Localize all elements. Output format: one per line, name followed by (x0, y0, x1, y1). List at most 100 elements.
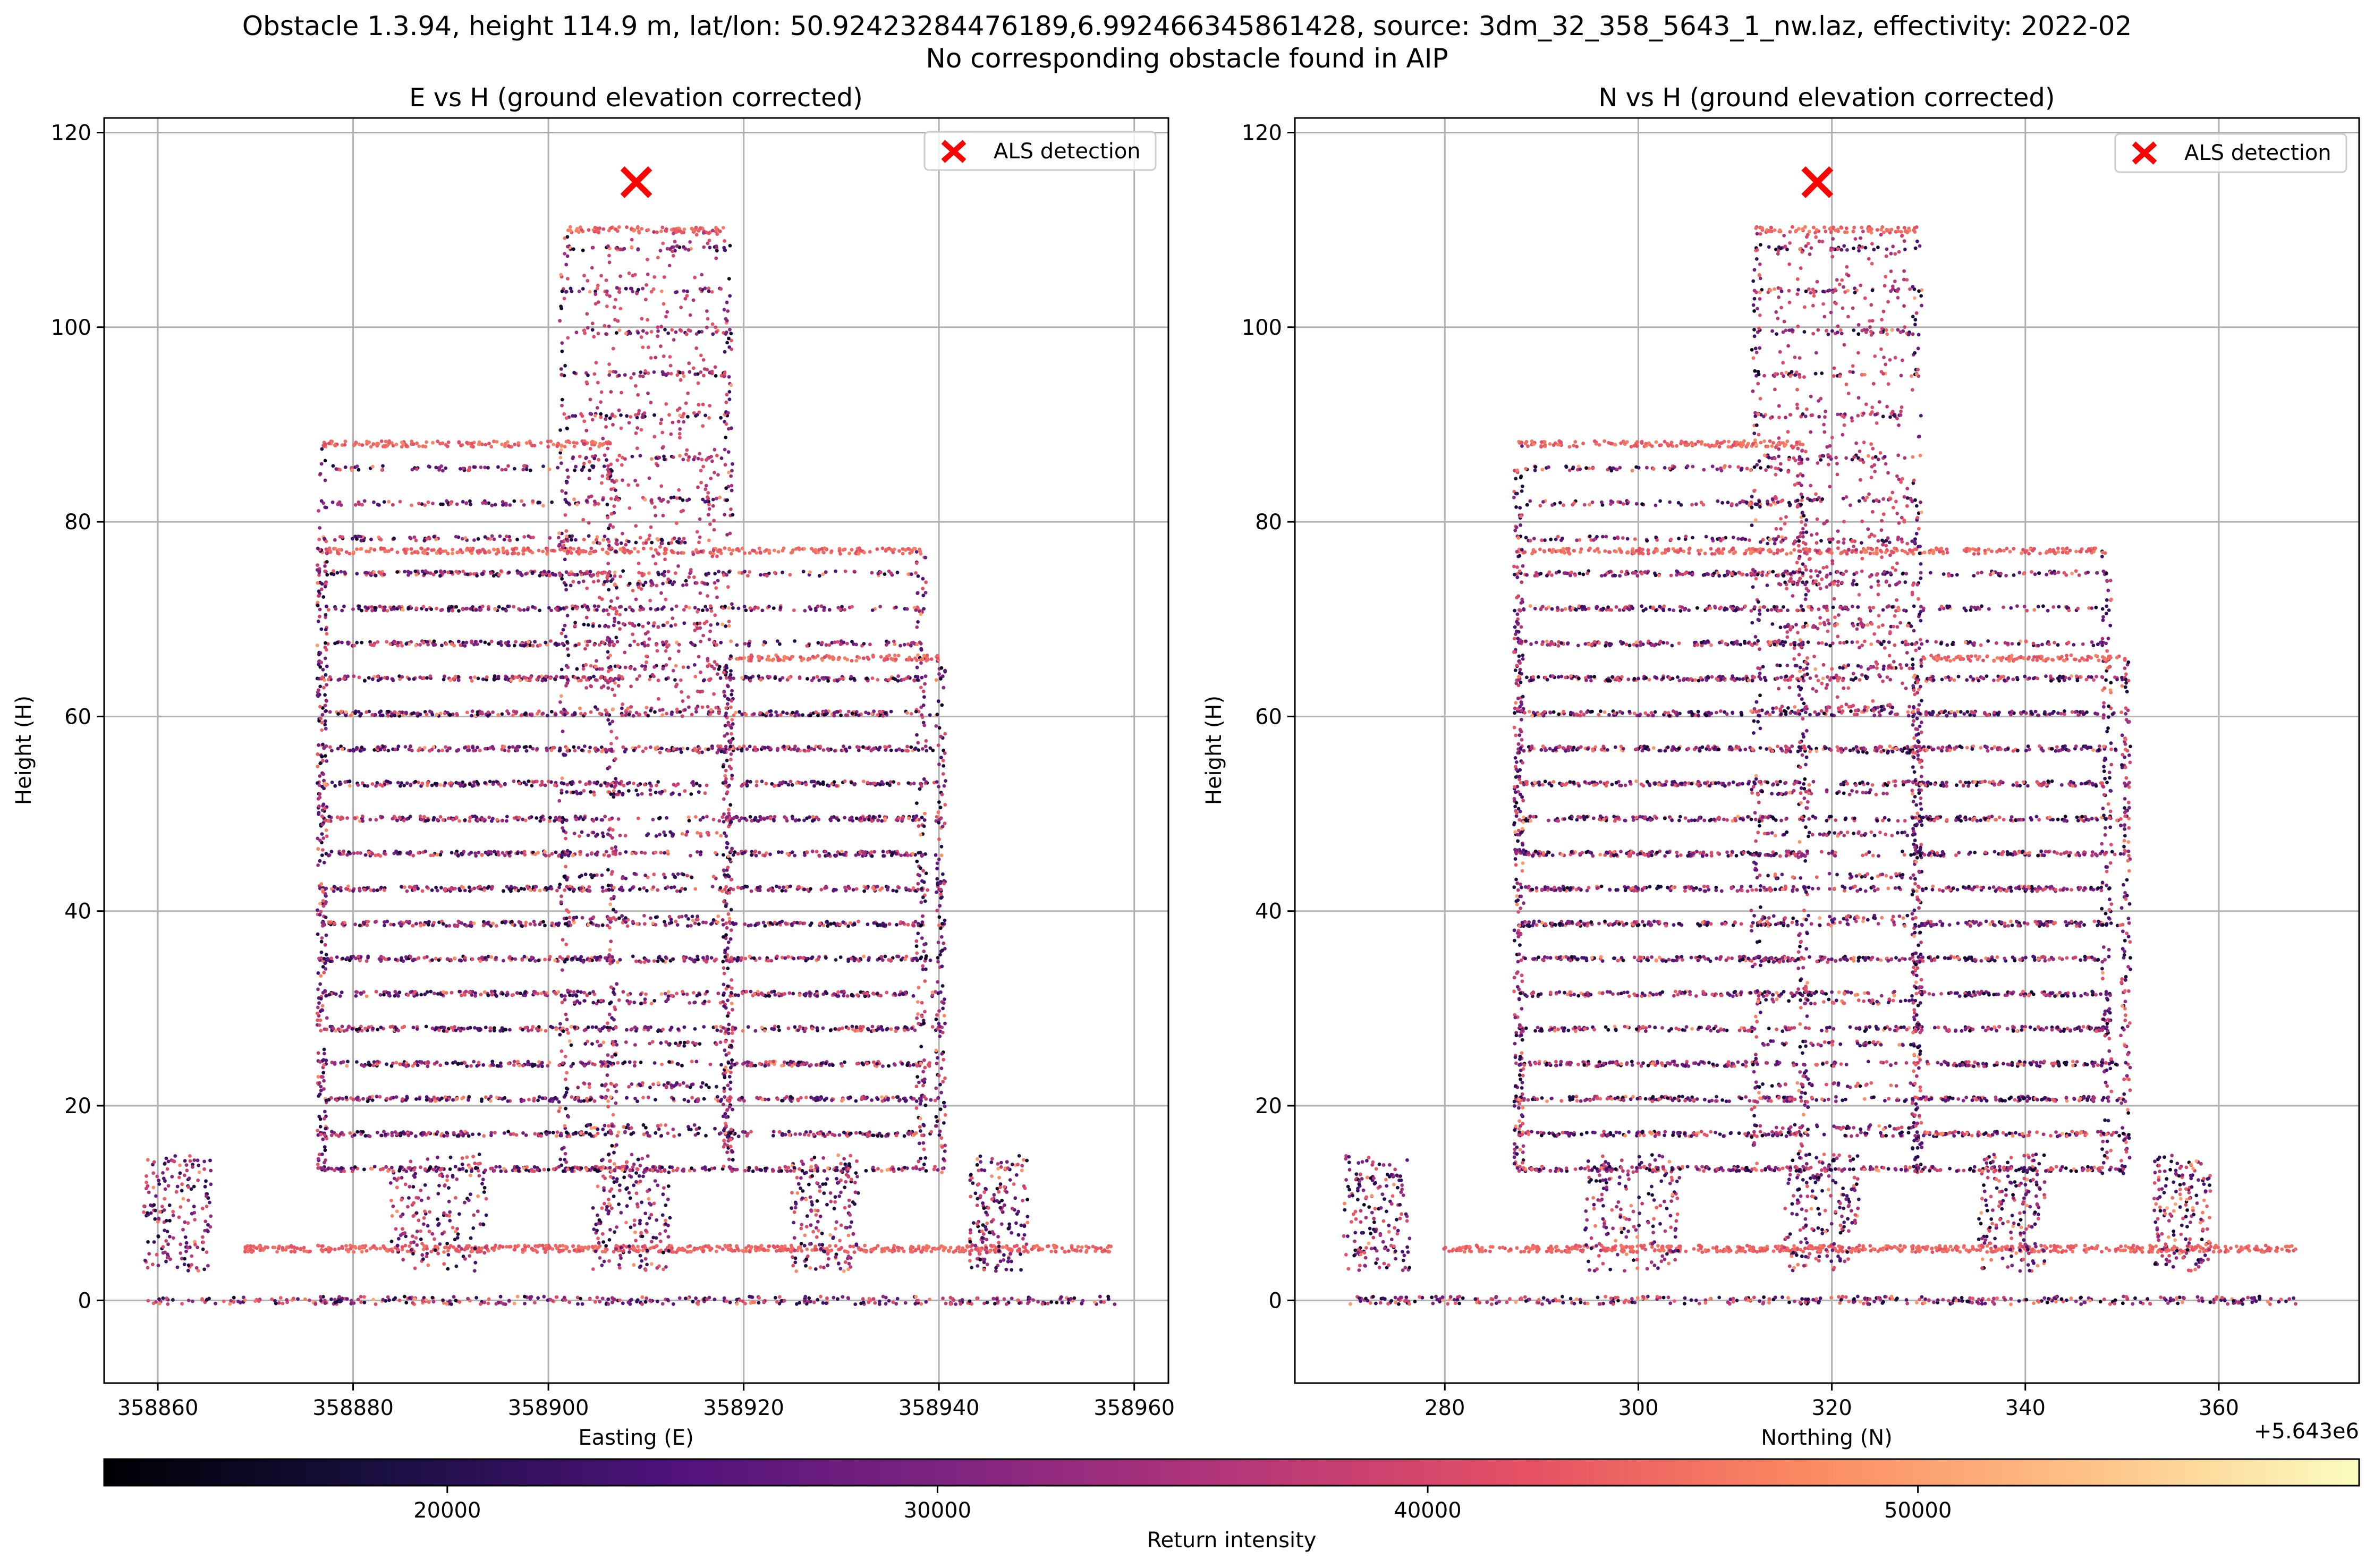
point (805, 1247, 809, 1251)
point (554, 850, 558, 854)
point (153, 1217, 157, 1221)
point (344, 550, 349, 554)
point (634, 1171, 638, 1175)
point (183, 1235, 188, 1239)
point (820, 641, 824, 645)
point (533, 1301, 537, 1305)
point (936, 1247, 940, 1251)
point (382, 1245, 386, 1249)
point (826, 1252, 830, 1256)
point (546, 1064, 550, 1068)
point (648, 1246, 652, 1250)
point (536, 1296, 540, 1300)
point (496, 547, 500, 552)
point (917, 851, 921, 855)
point (795, 1191, 800, 1195)
point (689, 641, 693, 645)
point (748, 1250, 752, 1254)
point (900, 749, 904, 753)
point (792, 1236, 796, 1240)
point (992, 1193, 996, 1197)
point (598, 711, 602, 716)
point (664, 1218, 667, 1223)
point (808, 1266, 812, 1270)
point (666, 885, 669, 889)
point (400, 1245, 404, 1249)
point (540, 679, 545, 683)
point (605, 1205, 609, 1209)
point (385, 1249, 389, 1252)
point (600, 923, 605, 927)
point (481, 547, 485, 552)
point (347, 552, 352, 556)
point (835, 1166, 839, 1169)
point (689, 1250, 693, 1254)
point (633, 1025, 637, 1029)
point (838, 642, 843, 646)
point (863, 1243, 867, 1248)
point (920, 675, 924, 680)
point (666, 570, 671, 574)
point (715, 643, 719, 647)
point (201, 1235, 205, 1239)
point (923, 1156, 928, 1160)
point (516, 571, 520, 575)
point (543, 783, 547, 787)
point (741, 1029, 745, 1033)
point (917, 1247, 921, 1251)
point (583, 1245, 587, 1249)
point (717, 570, 720, 574)
point (372, 548, 377, 552)
point (773, 571, 777, 575)
point (424, 1298, 428, 1302)
point (579, 850, 582, 854)
point (814, 1063, 818, 1067)
point (355, 641, 359, 645)
point (1004, 1267, 1008, 1272)
point (915, 859, 919, 863)
point (146, 1211, 149, 1215)
point (800, 1223, 804, 1227)
point (257, 1245, 261, 1249)
point (316, 1005, 320, 1010)
point (689, 853, 692, 858)
point (486, 714, 490, 718)
point (445, 1213, 449, 1217)
point (781, 548, 785, 553)
point (989, 1219, 994, 1224)
point (228, 1302, 232, 1306)
point (173, 1154, 177, 1158)
point (205, 1205, 209, 1208)
point (358, 1247, 362, 1251)
point (655, 1266, 659, 1270)
point (577, 1249, 581, 1253)
point (922, 695, 926, 699)
point (521, 1063, 525, 1067)
point (553, 819, 556, 823)
point (873, 1301, 877, 1305)
point (914, 1131, 918, 1135)
point (338, 1300, 342, 1304)
point (422, 1216, 426, 1220)
point (146, 1299, 150, 1303)
point (715, 1249, 718, 1253)
point (645, 1248, 649, 1252)
point (915, 625, 919, 629)
point (838, 1267, 843, 1271)
point (186, 1263, 191, 1267)
point (826, 1249, 830, 1252)
point (505, 552, 510, 556)
point (640, 1234, 645, 1239)
point (828, 1233, 833, 1237)
point (1003, 1203, 1006, 1207)
point (142, 1204, 146, 1208)
point (904, 548, 908, 552)
point (335, 640, 340, 645)
point (654, 1131, 658, 1135)
point (970, 1176, 974, 1180)
point (841, 1295, 845, 1299)
point (409, 1159, 413, 1164)
point (397, 1299, 402, 1302)
point (853, 1190, 858, 1194)
point (202, 1167, 206, 1171)
